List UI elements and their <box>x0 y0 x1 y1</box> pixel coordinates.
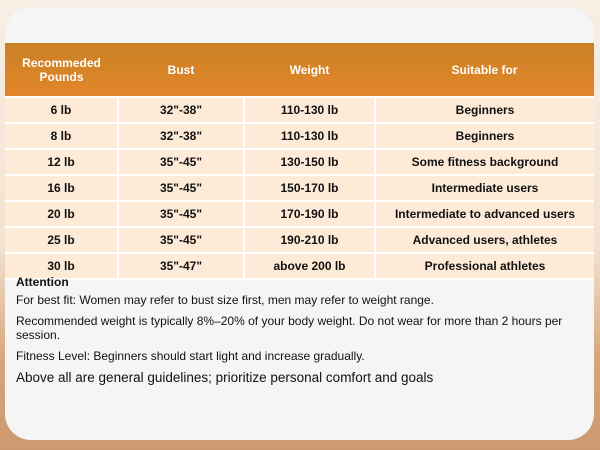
note-line: Recommended weight is typically 8%–20% o… <box>16 314 563 342</box>
table-cell: 35"-45" <box>117 148 245 176</box>
table-cell: 8 lb <box>5 122 119 150</box>
table-cell: 16 lb <box>5 174 119 202</box>
attention-notes: Attention For best fit: Women may refer … <box>16 275 594 392</box>
header-label: Recommeded Pounds <box>22 55 101 84</box>
table-cell: 130-150 lb <box>243 148 376 176</box>
attention-title: Attention <box>16 275 69 289</box>
table-row: 8 lb 32"-38" 110-130 lb Beginners <box>5 122 594 150</box>
table-row: 30 lb 35"-47" above 200 lb Professional ath… <box>5 252 594 280</box>
header-weight: Weight <box>244 43 375 97</box>
table-cell: 30 lb <box>5 252 119 280</box>
note-line: For best fit: Women may refer to bust si… <box>16 293 434 307</box>
table-cell: Professional athletes <box>374 252 594 280</box>
table-cell: 25 lb <box>5 226 119 254</box>
note-line: Fitness Level: Beginners should start li… <box>16 349 365 363</box>
table-cell: Intermediate users <box>374 174 594 202</box>
table-cell: Intermediate to advanced users <box>374 200 594 228</box>
table-cell: 32"-38" <box>117 96 245 124</box>
table-cell: Some fitness background <box>374 148 594 176</box>
table-cell: 20 lb <box>5 200 119 228</box>
table-cell: 35"-45" <box>117 200 245 228</box>
size-table: Recommeded Pounds Bust Weight Suitable f… <box>5 43 594 280</box>
table-row: 12 lb 35"-45" 130-150 lb Some fitness backg… <box>5 148 594 176</box>
table-cell: 150-170 lb <box>243 174 376 202</box>
note-line: Above all are general guidelines; priori… <box>16 370 434 385</box>
table-cell: 35"-47" <box>117 252 245 280</box>
table-cell: 110-130 lb <box>243 96 376 124</box>
table-cell: 6 lb <box>5 96 119 124</box>
table-row: 6 lb 32"-38" 110-130 lb Beginners <box>5 96 594 124</box>
table-row: 20 lb 35"-45" 170-190 lb Intermediate to ad… <box>5 200 594 228</box>
table-row: 25 lb 35"-45" 190-210 lb Advanced users, at… <box>5 226 594 254</box>
table-cell: Advanced users, athletes <box>374 226 594 254</box>
size-chart-card: Recommeded Pounds Bust Weight Suitable f… <box>5 7 594 440</box>
table-cell: Beginners <box>374 96 594 124</box>
table-cell: 35"-45" <box>117 174 245 202</box>
table-cell: 170-190 lb <box>243 200 376 228</box>
header-bust: Bust <box>118 43 244 97</box>
header-recommended-pounds: Recommeded Pounds <box>5 43 118 97</box>
table-cell: Beginners <box>374 122 594 150</box>
table-row: 16 lb 35"-45" 150-170 lb Intermediate users <box>5 174 594 202</box>
table-cell: above 200 lb <box>243 252 376 280</box>
table-cell: 190-210 lb <box>243 226 376 254</box>
table-cell: 35"-45" <box>117 226 245 254</box>
header-suitable-for: Suitable for <box>375 43 594 97</box>
table-header-row: Recommeded Pounds Bust Weight Suitable f… <box>5 43 594 97</box>
table-cell: 32"-38" <box>117 122 245 150</box>
table-cell: 12 lb <box>5 148 119 176</box>
table-cell: 110-130 lb <box>243 122 376 150</box>
